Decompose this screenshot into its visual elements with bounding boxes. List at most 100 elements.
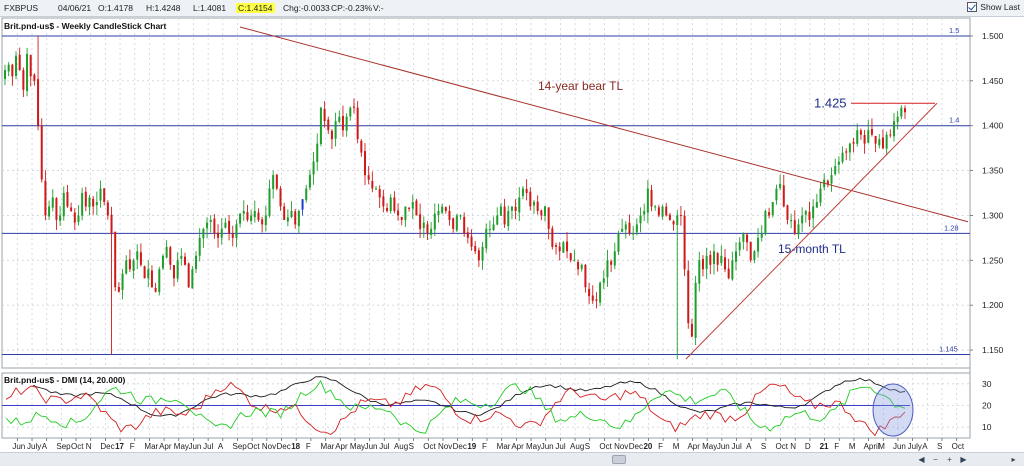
candle-body (319, 107, 322, 144)
candle-body (735, 251, 738, 262)
symbol-label: FXBPUS (4, 3, 39, 13)
x-tick-label: 18 (291, 442, 300, 451)
candle-body (635, 224, 638, 233)
candle-body (797, 224, 800, 235)
candle-body (360, 140, 363, 153)
candle-body (709, 255, 712, 265)
candle-body (114, 231, 117, 288)
candle-body (841, 152, 844, 162)
zoom-out-icon[interactable]: − (933, 455, 938, 464)
x-tick-label: Dec (629, 442, 643, 451)
candle-body (367, 175, 370, 180)
x-tick-label: Mar (321, 442, 335, 451)
scroll-left-icon[interactable]: ◀ (918, 455, 925, 464)
x-tick-label: M (673, 442, 680, 451)
candle-body (308, 175, 311, 188)
candle-body (764, 210, 767, 235)
candle-body (588, 288, 591, 297)
candle-body (382, 196, 385, 207)
candle-body (885, 134, 888, 149)
x-tick-label: S (761, 442, 766, 451)
scrollbar-thumb[interactable] (612, 455, 626, 464)
candle-body (117, 286, 120, 292)
price-plot-area (1, 17, 971, 369)
candle-body (316, 143, 319, 163)
zoom-in-icon[interactable]: + (947, 455, 952, 464)
candle-body (301, 199, 304, 210)
candle-body (723, 257, 727, 270)
candle-body (521, 188, 524, 196)
candle-body (826, 180, 829, 185)
candle-body (790, 219, 793, 222)
candle-body (606, 260, 609, 278)
x-tick-label: Jul (379, 442, 389, 451)
candle-body (892, 121, 895, 137)
candle-body (3, 70, 7, 80)
candle-body (66, 192, 69, 207)
show-last-toggle[interactable]: Show Last (967, 2, 1020, 12)
candle-body (665, 206, 668, 216)
candle-body (242, 210, 245, 214)
candle-body (99, 188, 102, 201)
y-tick-label: 1.450 (982, 76, 1004, 86)
candle-body (235, 224, 238, 238)
y-tick-label: 1.200 (982, 300, 1004, 310)
candle-body (73, 212, 76, 223)
candle-body (404, 206, 407, 221)
candle-body (154, 288, 157, 292)
x-tick-label: Aug (570, 442, 584, 451)
candle-body (720, 255, 723, 264)
x-tick-label: Dec (453, 442, 467, 451)
candle-body (474, 245, 477, 252)
price-chart-title: Brit.pnd-us$ - Weekly CandleStick Chart (4, 21, 167, 31)
candle-body (628, 222, 631, 234)
x-tick-label: Jun (365, 442, 378, 451)
candle-body (44, 180, 47, 216)
date-label: 04/06/21 (58, 3, 92, 13)
candle-body (393, 197, 396, 211)
candle-body (485, 228, 488, 249)
checkbox-checked-icon[interactable] (967, 2, 978, 12)
x-tick-label: May (350, 442, 365, 451)
candle-body (746, 234, 749, 243)
candle-body (426, 224, 429, 234)
candle-body (411, 201, 414, 209)
candle-body (250, 215, 253, 221)
candle-body (577, 262, 580, 270)
chart-scrollbar[interactable]: ◀ − + ▶ ▸ (0, 452, 1024, 466)
y-tick-label: 1.150 (982, 345, 1004, 355)
candle-body (676, 215, 679, 226)
candle-body (312, 161, 315, 175)
chart-toolbar: FXBPUS 04/06/21 O:1.4178 H:1.4248 L:1.40… (0, 0, 1024, 17)
candle-body (125, 260, 128, 274)
candle-body (903, 108, 907, 113)
candle-body (477, 250, 480, 261)
show-last-label: Show Last (980, 2, 1020, 12)
candle-body (852, 142, 855, 144)
candle-body (856, 130, 859, 144)
candle-body (896, 116, 899, 123)
candle-body (712, 251, 715, 264)
x-tick-label: Mar (497, 442, 511, 451)
candle-body (231, 233, 234, 238)
candle-body (217, 232, 220, 238)
candle-body (161, 255, 164, 269)
scroll-right-icon[interactable]: ▶ (960, 455, 967, 464)
end-icon[interactable]: ▸ (1011, 455, 1016, 464)
level-label: 1.4 (949, 116, 959, 125)
candle-body (323, 109, 326, 122)
candle-body (779, 184, 782, 188)
month-tl-annotation: 15-month TL (778, 242, 846, 256)
dmi-y-tick-label: 10 (982, 422, 992, 432)
candle-body (540, 210, 543, 216)
x-tick-label: 19 (467, 442, 476, 451)
candle-body (503, 206, 506, 225)
candle-body (268, 188, 271, 216)
candle-body (139, 252, 142, 265)
candle-body (573, 260, 576, 262)
candle-body (878, 139, 881, 146)
x-tick-label: Mar (144, 442, 158, 451)
candle-body (136, 251, 139, 260)
candle-body (591, 295, 594, 301)
x-tick-label: S (937, 442, 942, 451)
